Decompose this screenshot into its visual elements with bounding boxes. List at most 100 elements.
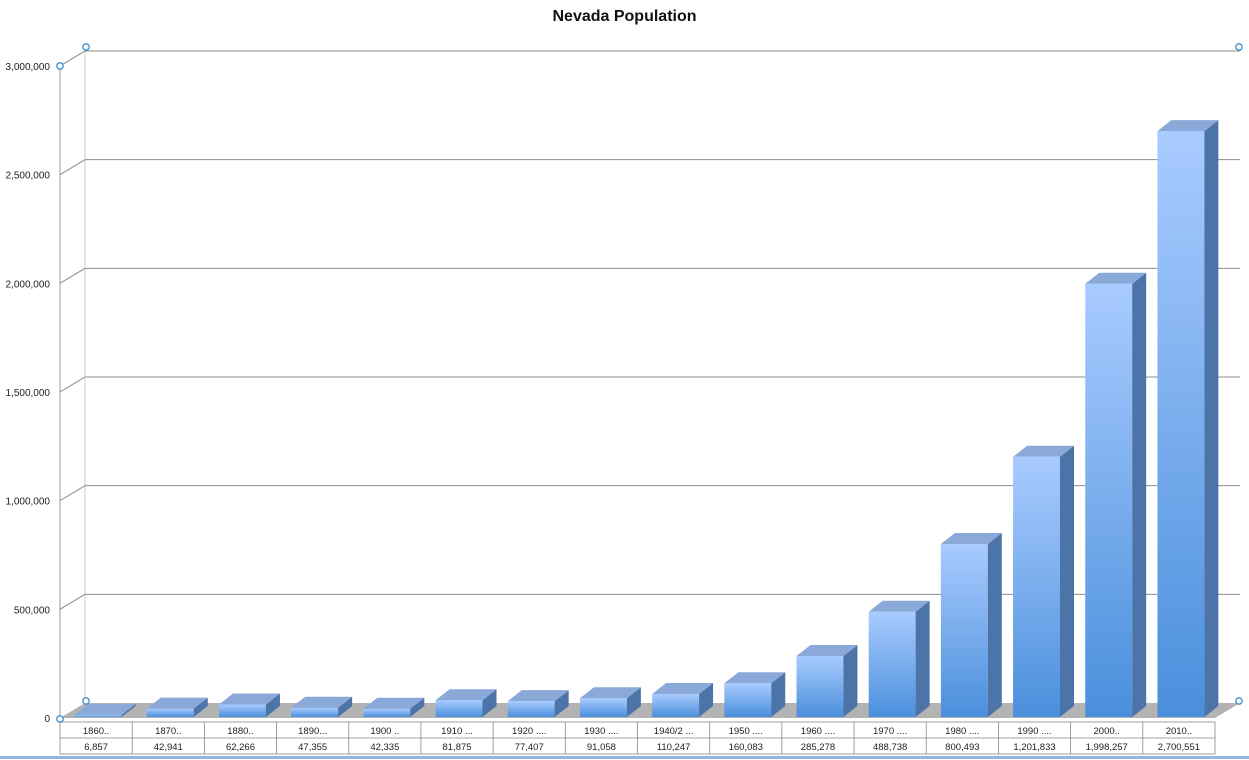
value-label: 91,058 [587, 742, 616, 753]
category-label: 1920 .... [512, 726, 546, 737]
y-axis: 0 500,000 1,000,000 1,500,000 2,000,000 2,500… [6, 62, 51, 725]
selection-handle [56, 62, 64, 70]
gridline-side [59, 159, 86, 176]
bar-front [579, 698, 627, 717]
y-tick-label: 2,500,000 [6, 171, 51, 182]
value-label: 77,407 [515, 742, 544, 753]
bar-side [1132, 272, 1147, 717]
gridline-side [59, 593, 86, 610]
bar-front [1013, 456, 1060, 717]
category-label: 1870.. [155, 726, 181, 737]
bar-top [1013, 445, 1074, 457]
bar-top [1157, 120, 1219, 132]
bar-side [410, 697, 425, 717]
value-label: 488,738 [873, 742, 907, 753]
value-label: 47,355 [298, 742, 327, 753]
bar-top [1085, 272, 1147, 284]
bar-top [363, 697, 425, 709]
bar-top [74, 704, 136, 715]
bar-top [579, 687, 641, 699]
selection-handle [1235, 697, 1243, 705]
y-tick-label: 500,000 [14, 605, 51, 616]
window-bottom-border [0, 756, 1249, 759]
category-label: 1950 .... [729, 726, 763, 737]
category-label: 1880.. [227, 726, 253, 737]
value-label: 62,266 [226, 742, 255, 753]
bar-front [652, 694, 700, 717]
y-tick-label: 2,000,000 [6, 279, 51, 290]
bar-front [291, 707, 339, 717]
data-table: 1860.. 6,857 1870.. 42,941 1880.. 62,266 1890.… [59, 721, 1216, 755]
bar-top [652, 683, 714, 695]
value-label: 42,941 [154, 742, 183, 753]
value-label: 2,700,551 [1158, 742, 1200, 753]
category-label: 1890... [298, 726, 327, 737]
selection-handle [56, 715, 64, 723]
category-label: 1940/2 ... [654, 726, 694, 737]
bar-front [435, 700, 483, 717]
bar-top [940, 533, 1002, 545]
y-tick-label: 1,500,000 [6, 388, 51, 399]
bar-side [482, 689, 497, 717]
bar-side [265, 693, 280, 717]
bar-side [1204, 120, 1219, 717]
category-label: 1960 .... [801, 726, 835, 737]
y-tick-label: 1,000,000 [6, 497, 51, 508]
value-label: 42,335 [370, 742, 399, 753]
bar-top [291, 696, 353, 708]
value-label: 81,875 [443, 742, 472, 753]
bar-front [940, 544, 988, 717]
value-label: 1,998,257 [1086, 742, 1128, 753]
bar-front [1157, 131, 1205, 717]
gridline-side [59, 267, 86, 284]
selection-handle [82, 697, 90, 705]
bar-side [554, 690, 569, 717]
bar-top [724, 672, 786, 684]
bar-top [435, 689, 497, 701]
category-label: 1990 .... [1017, 726, 1051, 737]
bars [74, 120, 1219, 717]
y-tick-label: 3,000,000 [6, 62, 51, 73]
category-label: 1980 .... [945, 726, 979, 737]
selection-handle [1235, 43, 1243, 51]
bar-side [915, 600, 930, 717]
value-label: 110,247 [657, 742, 691, 753]
value-label: 800,493 [945, 742, 979, 753]
bar-top [219, 693, 280, 705]
bar-front [219, 704, 266, 717]
bar-side [843, 644, 858, 717]
bar-side [1059, 445, 1074, 717]
bar-top [146, 697, 208, 709]
value-label: 285,278 [801, 742, 835, 753]
value-label: 160,083 [729, 742, 763, 753]
selection-handle [82, 43, 90, 51]
y-tick-label: 0 [44, 714, 50, 725]
bar-side [987, 533, 1002, 717]
bar-front [74, 715, 122, 717]
category-label: 1860.. [83, 726, 109, 737]
bar-top [868, 600, 930, 612]
value-label: 6,857 [84, 742, 108, 753]
chart-title: Nevada Population [552, 8, 697, 25]
bar-side [771, 672, 786, 717]
bar-side [338, 696, 353, 717]
bar-side [699, 683, 714, 717]
value-label: 1,201,833 [1013, 742, 1055, 753]
gridline-side [59, 485, 86, 502]
category-label: 1970 .... [873, 726, 907, 737]
bar-front [363, 708, 411, 717]
bar-front [868, 611, 916, 717]
category-label: 2000.. [1094, 726, 1120, 737]
bar-side [193, 697, 208, 717]
category-label: 1900 .. [370, 726, 399, 737]
category-label: 2010.. [1166, 726, 1192, 737]
bar-front [796, 655, 844, 717]
bar-side [626, 687, 641, 717]
bar-top [507, 690, 569, 702]
bar-front [146, 708, 194, 717]
category-label: 1930 .... [584, 726, 618, 737]
category-label: 1910 ... [441, 726, 473, 737]
bar-side [121, 704, 136, 717]
bar-front [724, 683, 772, 717]
